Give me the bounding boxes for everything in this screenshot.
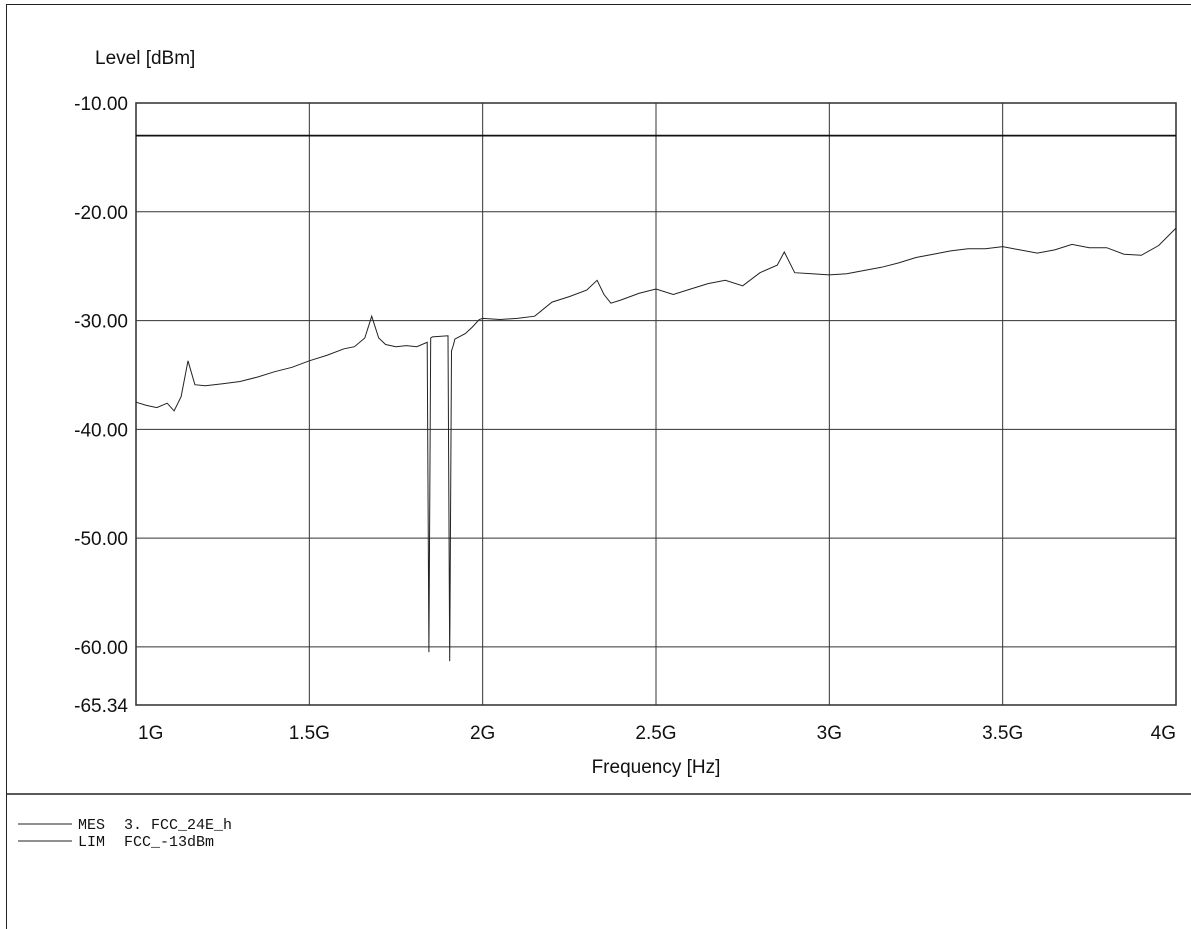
legend-key: MES xyxy=(78,817,105,834)
y-tick-label: -60.00 xyxy=(74,638,128,659)
x-tick-label: 3.5G xyxy=(982,723,1023,744)
chart-frame xyxy=(6,4,1191,929)
x-axis-title: Frequency [Hz] xyxy=(592,757,721,778)
x-tick-label: 2.5G xyxy=(635,723,676,744)
x-tick-label: 2G xyxy=(470,723,495,744)
legend: MES 3. FCC_24E_h LIM FCC_-13dBm xyxy=(18,817,232,851)
y-tick-label: -20.00 xyxy=(74,203,128,224)
legend-key: LIM xyxy=(78,834,105,851)
tick-labels: -10.00 -20.00 -30.00 -40.00 -50.00 -60.00 -65.… xyxy=(74,94,1176,744)
y-axis-title: Level [dBm] xyxy=(95,48,195,69)
series-layer xyxy=(135,134,1177,662)
x-tick-label: 4G xyxy=(1151,723,1176,744)
y-tick-label: -10.00 xyxy=(74,94,128,115)
y-tick-label: -40.00 xyxy=(74,420,128,441)
y-tick-label: -50.00 xyxy=(74,529,128,550)
y-tick-label: -30.00 xyxy=(74,312,128,333)
legend-label: 3. FCC_24E_h xyxy=(124,817,232,834)
y-tick-label: -65.34 xyxy=(74,696,128,717)
legend-label: FCC_-13dBm xyxy=(124,834,214,851)
grid xyxy=(135,102,1177,706)
x-tick-label: 1.5G xyxy=(289,723,330,744)
x-tick-label: 1G xyxy=(138,723,163,744)
series-line-mes xyxy=(135,227,1177,662)
x-tick-label: 3G xyxy=(817,723,842,744)
